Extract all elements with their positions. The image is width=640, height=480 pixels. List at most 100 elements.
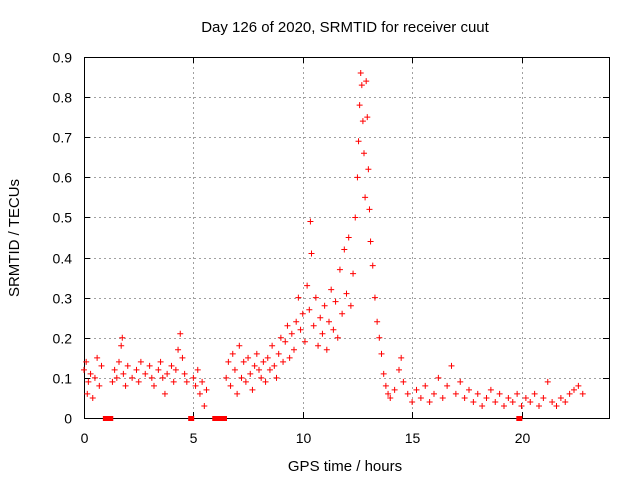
data-point (321, 302, 328, 309)
x-tick-label: 0 (81, 430, 89, 446)
data-point (260, 358, 267, 365)
data-point (562, 398, 569, 405)
data-point (190, 374, 197, 381)
data-point (251, 362, 258, 369)
data-point (273, 374, 280, 381)
data-point (518, 402, 525, 409)
data-point (579, 390, 586, 397)
data-point (352, 214, 359, 221)
data-point (161, 390, 168, 397)
data-point (345, 234, 352, 241)
data-point (566, 390, 573, 397)
data-point (404, 390, 411, 397)
data-point (374, 318, 381, 325)
data-point (553, 402, 560, 409)
data-point (133, 366, 140, 373)
data-point (361, 150, 367, 157)
y-tick-label: 0.6 (53, 170, 73, 186)
data-point (264, 354, 271, 361)
data-point (575, 382, 582, 389)
plot-frame (84, 57, 610, 419)
y-tick-label: 0.8 (53, 90, 73, 106)
data-point (557, 394, 564, 401)
data-point (505, 394, 512, 401)
data-point (275, 350, 282, 357)
data-point (183, 378, 190, 385)
data-point (113, 374, 120, 381)
data-point (137, 358, 144, 365)
data-point (371, 294, 378, 301)
data-point (341, 246, 348, 253)
data-point (326, 318, 332, 325)
data-point (350, 270, 357, 277)
data-point (196, 390, 203, 397)
data-point (317, 314, 324, 321)
data-point (315, 342, 322, 349)
data-point (109, 378, 116, 385)
data-point (245, 354, 252, 361)
data-point (256, 366, 262, 373)
x-axis: 0 5 10 15 20 (81, 57, 531, 446)
data-point (334, 334, 341, 341)
data-point (297, 326, 304, 333)
data-point (357, 70, 364, 77)
data-point (339, 310, 346, 317)
data-point (332, 298, 339, 305)
data-point (448, 362, 455, 369)
data-point (336, 266, 343, 273)
data-point (367, 238, 374, 245)
data-point (96, 382, 103, 389)
data-point (91, 374, 98, 381)
data-point (307, 218, 314, 225)
data-point (179, 354, 186, 361)
data-point (549, 398, 556, 405)
data-point (181, 370, 188, 377)
data-point (271, 362, 278, 369)
data-point (94, 354, 101, 361)
data-point (378, 350, 385, 357)
data-point (229, 350, 236, 357)
data-point (310, 322, 317, 329)
data-point (417, 394, 424, 401)
x-tick-label: 20 (515, 430, 531, 446)
data-point (544, 378, 551, 385)
data-points (81, 70, 586, 409)
y-tick-label: 0.9 (53, 50, 73, 66)
data-point (247, 370, 254, 377)
data-point (396, 366, 402, 373)
data-point (148, 374, 155, 381)
x-axis-label: GPS time / hours (288, 458, 402, 475)
data-point (380, 370, 387, 377)
data-point (330, 326, 337, 333)
data-point (89, 394, 96, 401)
x-tick-label: 10 (296, 430, 312, 446)
y-tick-label: 0.2 (53, 331, 73, 347)
data-point (509, 398, 516, 405)
data-point (483, 394, 490, 401)
data-point (328, 286, 335, 293)
y-tick-label: 0.7 (53, 130, 73, 146)
data-point (116, 358, 122, 365)
data-point (312, 294, 319, 301)
data-point (479, 402, 486, 409)
data-point (358, 82, 365, 89)
data-point (431, 390, 437, 397)
data-point (385, 390, 392, 397)
data-point (413, 386, 420, 393)
data-point (135, 378, 142, 385)
data-point (238, 374, 245, 381)
data-point (242, 378, 249, 385)
data-point (286, 354, 293, 361)
data-point (201, 402, 208, 409)
data-point (299, 310, 306, 317)
data-point (531, 390, 538, 397)
data-point (151, 382, 157, 389)
data-point (323, 346, 330, 353)
data-point (391, 386, 398, 393)
data-point (280, 358, 287, 365)
data-point (301, 338, 308, 345)
data-point (83, 358, 90, 365)
data-point (461, 394, 468, 401)
data-point (164, 370, 171, 377)
